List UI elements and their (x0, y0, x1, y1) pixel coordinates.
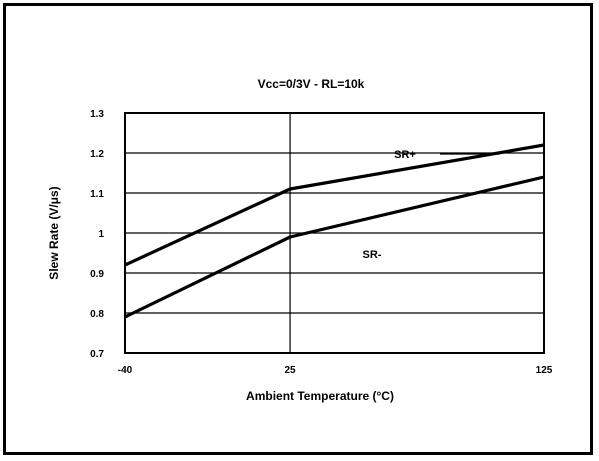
y-tick-label: 1.2 (90, 149, 104, 160)
chart-title: Vcc=0/3V - RL=10k (258, 77, 365, 91)
y-tick-label: 0.8 (90, 309, 104, 320)
series-line-sr-plus (124, 143, 545, 267)
tick-labels: 0.7 0.8 0.9 1 1.1 1.2 1.3 -40 25 125 (90, 109, 553, 376)
series-label-sr-minus: SR- (363, 249, 382, 261)
plot-area-border (124, 112, 545, 354)
y-axis-label: Slew Rate (V/μs) (47, 186, 61, 279)
x-axis-label: Ambient Temperature (°C) (246, 389, 394, 403)
y-tick-label: 1 (98, 229, 104, 240)
x-tick-label: 25 (284, 365, 296, 376)
series-line-sr-minus (124, 175, 545, 319)
y-tick-label: 1.3 (90, 109, 104, 120)
y-tick-label: 0.9 (90, 269, 104, 280)
series-label-sr-plus: SR+ (394, 149, 416, 161)
series-layer (124, 143, 545, 319)
y-tick-label: 0.7 (90, 349, 104, 360)
y-tick-label: 1.1 (90, 189, 104, 200)
x-tick-label: -40 (118, 365, 133, 376)
x-tick-label: 125 (536, 365, 553, 376)
grid (124, 112, 545, 354)
chart-frame (3, 3, 593, 455)
